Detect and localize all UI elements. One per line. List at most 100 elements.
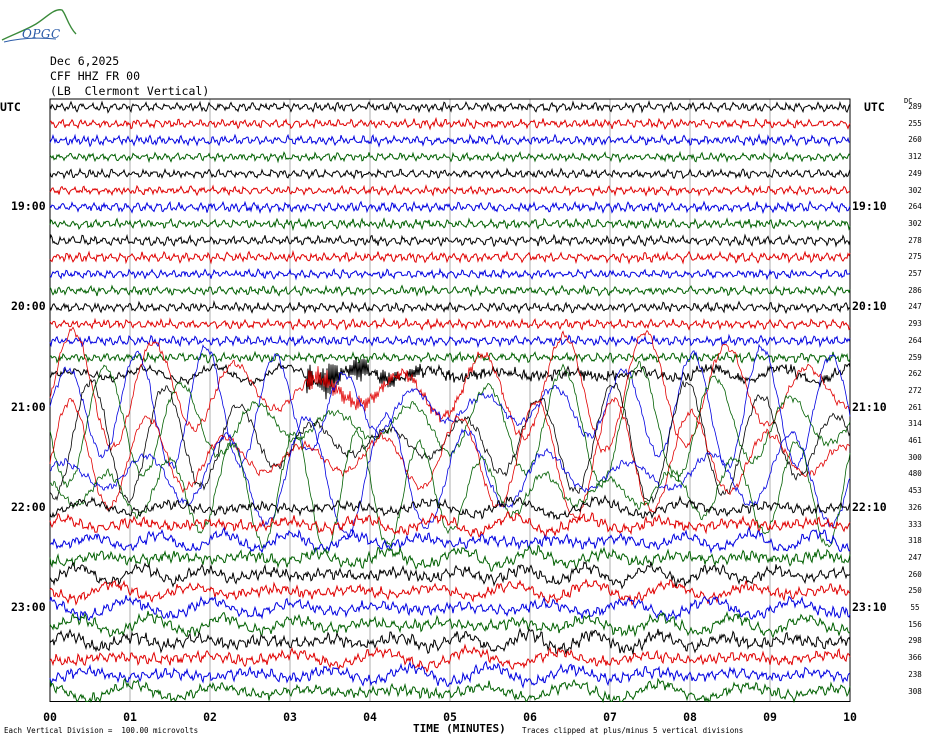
- row-dc-value: 298: [908, 636, 922, 646]
- row-dc-value: 156: [908, 619, 922, 629]
- trace-line: [49, 217, 851, 232]
- opgc-logo: OPGC: [0, 0, 80, 46]
- hour-label-left: 20:00: [11, 299, 46, 314]
- row-dc-value: 247: [908, 302, 922, 312]
- trace-line: [49, 660, 851, 689]
- row-dc-value: 302: [908, 185, 922, 195]
- trace-line: [49, 561, 851, 590]
- trace-line: [49, 610, 851, 639]
- row-dc-value: 260: [908, 135, 922, 145]
- row-dc-value: 314: [908, 419, 922, 429]
- logo-mountain-icon: [1, 9, 77, 43]
- hour-label-right: 22:10: [852, 499, 887, 514]
- row-dc-value: 255: [908, 118, 922, 128]
- row-dc-value: 238: [908, 669, 922, 679]
- row-dc-value: 260: [908, 569, 922, 579]
- trace-line: [49, 200, 851, 215]
- x-tick-label: 04: [363, 710, 377, 724]
- trace-line: [49, 116, 851, 131]
- trace-line: [49, 267, 851, 281]
- trace-line: [49, 100, 851, 114]
- row-dc-value: 312: [908, 152, 922, 162]
- row-dc-value: 308: [908, 686, 922, 696]
- trace-line: [49, 595, 851, 622]
- trace-line: [49, 326, 851, 454]
- x-tick-label: 08: [683, 710, 697, 724]
- header-station: CFF HHZ FR 00: [50, 69, 141, 83]
- trace-line: [49, 544, 851, 572]
- x-axis-label: TIME (MINUTES): [413, 722, 506, 735]
- row-dc-value: 289: [908, 102, 922, 111]
- row-dc-value: 453: [908, 486, 922, 496]
- footer-clipped: Traces clipped at plus/minus 5 vertical …: [522, 726, 744, 735]
- row-dc-value: 278: [908, 235, 922, 245]
- trace-line: [49, 184, 851, 197]
- row-dc-value: 293: [908, 319, 922, 329]
- row-dc-value: 333: [908, 519, 922, 529]
- trace-line: [49, 411, 851, 538]
- hour-label-left: 22:00: [11, 499, 46, 514]
- row-dc-value: 300: [908, 452, 922, 462]
- trace-line: [49, 627, 851, 655]
- hour-label-right: 23:10: [852, 600, 887, 614]
- footer-division: Each Vertical Division = 100.00 microvol…: [4, 726, 199, 735]
- hour-label-right: 19:10: [852, 199, 887, 214]
- hour-label-right: 20:10: [852, 299, 887, 314]
- row-dc-value: 326: [908, 502, 922, 512]
- trace-line: [49, 578, 851, 606]
- trace-line: [49, 333, 851, 349]
- trace-line: [49, 356, 851, 400]
- trace-line: [49, 360, 851, 489]
- row-dc-value: 275: [908, 252, 922, 262]
- x-tick-label: 07: [603, 710, 617, 724]
- trace-line: [49, 397, 851, 521]
- hour-label-left: 23:00: [11, 600, 46, 614]
- header-date: Dec 6,2025: [50, 54, 120, 68]
- trace-line: [49, 150, 851, 164]
- row-dc-value: 249: [908, 168, 922, 178]
- x-tick-label: 10: [843, 710, 857, 724]
- x-tick-label: 06: [523, 710, 537, 724]
- x-tick-label: 01: [123, 710, 137, 724]
- trace-line: [49, 133, 851, 148]
- x-tick-label: 02: [203, 710, 217, 724]
- utc-label-left: UTC: [0, 100, 21, 114]
- trace-line: [49, 233, 851, 248]
- row-dc-value: 480: [908, 469, 922, 479]
- trace-line: [49, 677, 851, 704]
- hour-label-right: 21:10: [852, 399, 887, 414]
- x-tick-label: 09: [763, 710, 777, 724]
- trace-line: [49, 526, 851, 554]
- row-dc-value: 366: [908, 653, 922, 663]
- hour-label-left: 19:00: [11, 199, 46, 214]
- x-tick-label: 03: [283, 710, 297, 724]
- utc-label-right: UTC: [864, 100, 885, 114]
- logo-text: OPGC: [22, 27, 61, 41]
- row-dc-value: 250: [908, 586, 922, 596]
- dc-label: DC: [904, 97, 913, 105]
- plot-frame: [49, 98, 851, 702]
- row-dc-value: 261: [908, 402, 922, 412]
- trace-line: [49, 643, 851, 673]
- row-dc-value: 302: [908, 218, 922, 228]
- hour-label-left: 21:00: [11, 399, 46, 414]
- row-dc-value: 286: [908, 285, 922, 295]
- trace-line: [49, 343, 851, 470]
- header-location: (LB Clermont Vertical): [50, 84, 210, 98]
- row-dc-value: 55: [910, 603, 920, 612]
- trace-line: [49, 494, 851, 520]
- trace-line: [49, 167, 851, 180]
- x-tick-label: 05: [443, 710, 457, 724]
- trace-line: [49, 300, 851, 315]
- row-dc-value: 264: [908, 335, 922, 345]
- trace-line: [49, 317, 851, 331]
- row-dc-value: 257: [908, 269, 922, 278]
- trace-line: [49, 430, 851, 554]
- row-dc-value: 272: [908, 385, 922, 395]
- x-tick-label: 00: [43, 710, 57, 724]
- row-dc-value: 461: [908, 436, 922, 445]
- trace-line: [49, 350, 851, 365]
- row-dc-value: 247: [908, 552, 922, 562]
- row-dc-value: 259: [908, 352, 922, 362]
